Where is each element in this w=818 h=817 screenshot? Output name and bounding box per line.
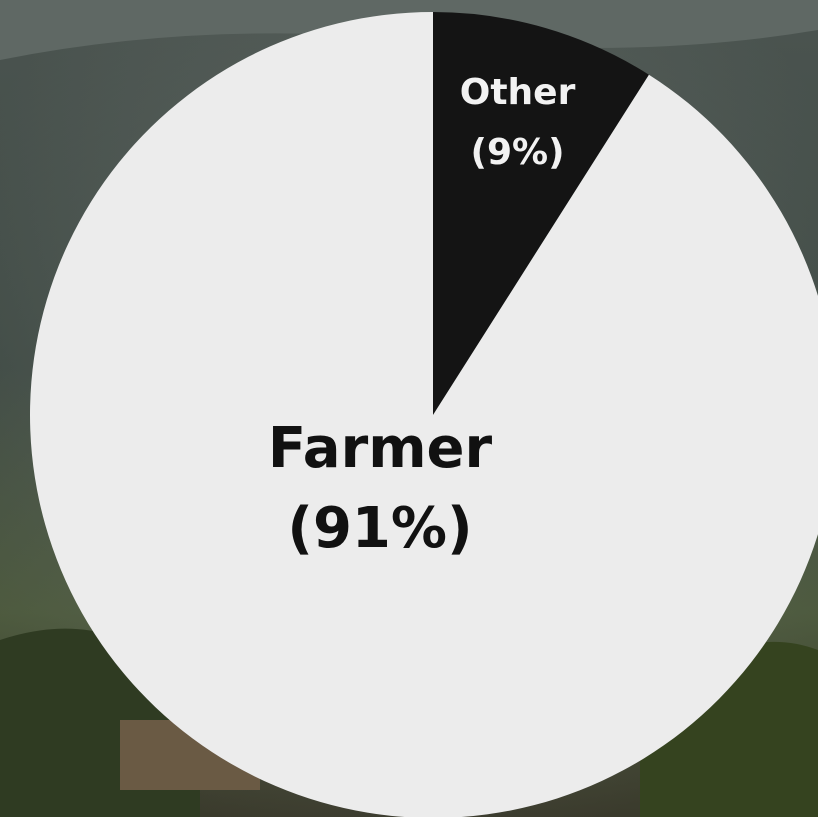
pie-slice [30, 12, 818, 817]
pie-slice [433, 12, 649, 415]
slice-value-label: (9%) [471, 132, 565, 173]
pie [30, 12, 818, 817]
slice-value-label: (91%) [287, 496, 472, 561]
pie-labels: Other (9%) Farmer (91%) [268, 72, 576, 561]
slice-label: Farmer [268, 416, 493, 481]
slice-label: Other [460, 72, 576, 113]
